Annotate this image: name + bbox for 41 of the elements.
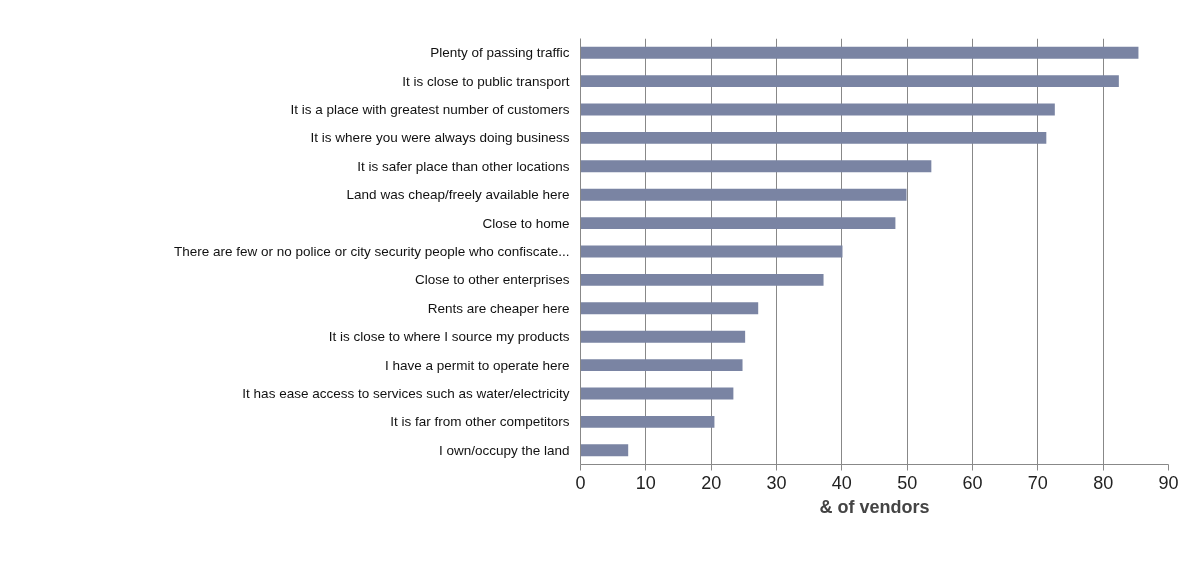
y-tick-label: I have a permit to operate here — [384, 357, 570, 373]
x-tick-label: 40 — [831, 472, 852, 493]
bar — [580, 131, 1047, 144]
bar — [580, 302, 759, 315]
y-tick-label: I own/occupy the land — [438, 442, 570, 458]
y-tick-label: Close to other enterprises — [414, 272, 570, 288]
x-tick-label: 60 — [962, 472, 983, 493]
bar — [580, 359, 743, 372]
y-tick-label: Land was cheap/freely available here — [346, 187, 570, 203]
y-tick-label: Rents are cheaper here — [427, 300, 570, 316]
y-tick-label: Close to home — [482, 215, 570, 231]
y-tick-label: It is safer place than other locations — [357, 158, 570, 174]
y-tick-label: It has ease access to services such as water/electricity — [242, 386, 570, 401]
bar — [580, 245, 843, 258]
x-tick-label: 80 — [1093, 472, 1114, 493]
y-tick-label: Plenty of passing traffic — [430, 45, 570, 61]
y-tick-label: It is close to where I source my products — [328, 329, 570, 345]
x-tick-label: 10 — [635, 472, 656, 493]
x-axis-title: & of vendors — [819, 496, 930, 517]
x-tick-label: 0 — [575, 472, 586, 493]
y-tick-label: It is a place with greatest number of customers — [290, 102, 570, 117]
bar — [580, 188, 907, 201]
y-tick-label: It is far from other competitors — [390, 414, 570, 430]
bar — [580, 415, 715, 428]
bar — [580, 444, 629, 457]
y-tick-label: There are few or no police or city security people who confiscate... — [174, 244, 570, 259]
x-tick-label: 90 — [1158, 472, 1179, 493]
y-tick-label: It is close to public transport — [402, 73, 570, 89]
x-tick-label: 70 — [1027, 472, 1048, 493]
bar — [580, 387, 734, 400]
x-tick-label: 30 — [766, 472, 787, 493]
bar — [580, 330, 746, 343]
bar — [580, 46, 1139, 59]
bar — [580, 103, 1055, 116]
bar — [580, 75, 1119, 88]
bar — [580, 160, 932, 173]
bar — [580, 217, 896, 230]
x-tick-label: 50 — [897, 472, 918, 493]
y-tick-label: It is where you were always doing business — [310, 130, 570, 146]
bar — [580, 273, 824, 286]
x-tick-label: 20 — [701, 472, 722, 493]
